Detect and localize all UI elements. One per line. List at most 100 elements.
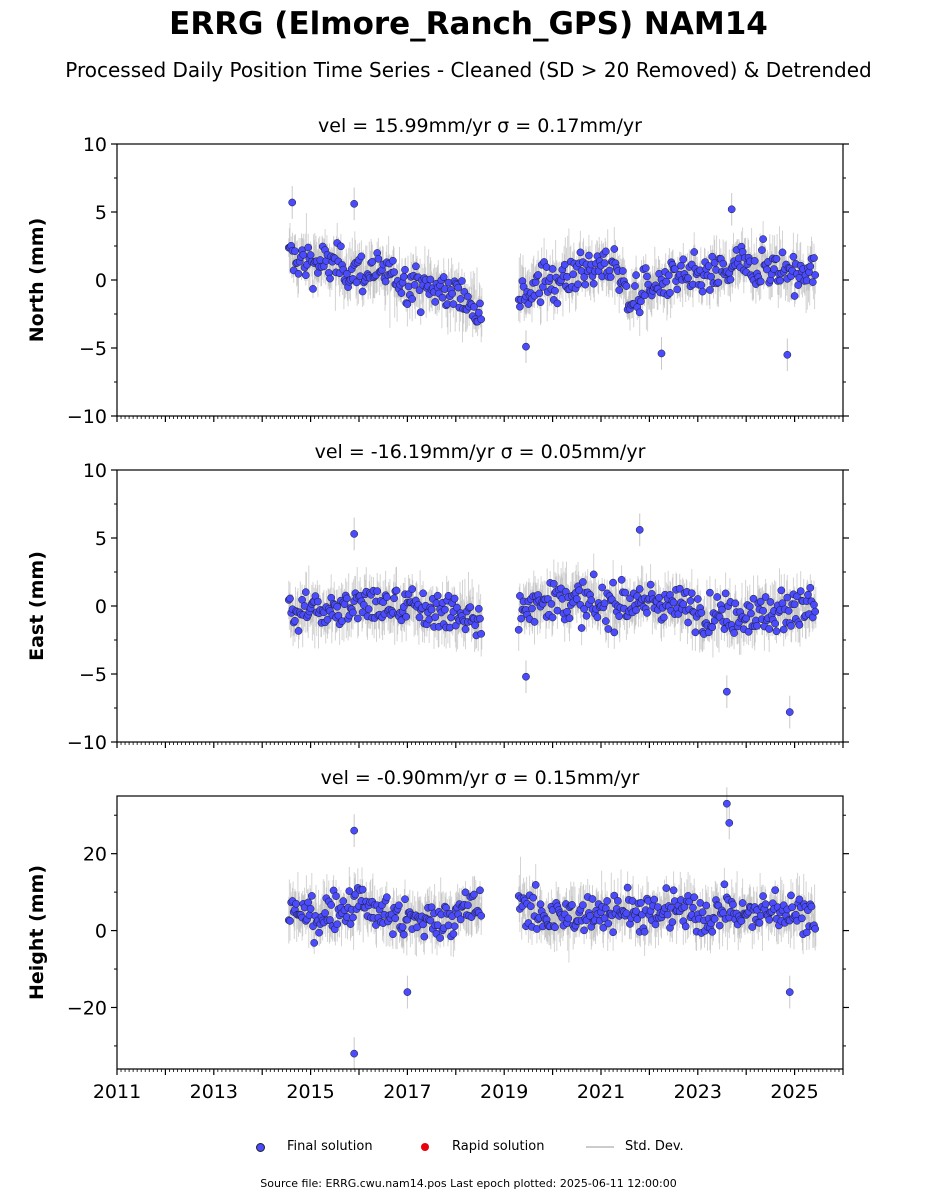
data-point: [722, 799, 731, 808]
data-point: [449, 300, 458, 308]
panel-title: vel = -0.90mm/yr σ = 0.15mm/yr: [321, 767, 640, 789]
data-point: [516, 592, 524, 600]
data-point: [350, 1049, 359, 1058]
data-point: [292, 899, 300, 908]
x-tick-label: 2019: [480, 1081, 528, 1103]
data-point: [698, 287, 707, 296]
y-tick-label: 5: [95, 202, 107, 224]
data-point: [787, 891, 795, 900]
data-point: [738, 899, 747, 907]
data-point: [326, 274, 334, 283]
data-point: [580, 605, 588, 613]
data-point: [765, 915, 774, 924]
data-point: [530, 618, 539, 626]
data-point: [349, 913, 357, 922]
panel-title: vel = -16.19mm/yr σ = 0.05mm/yr: [315, 441, 646, 463]
data-point: [614, 897, 622, 905]
data-point: [431, 613, 440, 622]
data-point: [759, 892, 767, 900]
data-point: [350, 826, 359, 835]
data-point: [632, 606, 640, 615]
data-point: [353, 614, 362, 623]
data-point: [730, 629, 738, 637]
data-point: [610, 628, 619, 637]
data-point: [609, 578, 617, 587]
legend-std-label: Std. Dev.: [625, 1139, 684, 1154]
data-point: [464, 901, 472, 910]
data-point: [410, 281, 419, 289]
data-point: [349, 608, 357, 617]
data-point: [350, 199, 359, 208]
data-point: [401, 265, 409, 274]
y-tick-label: 0: [95, 921, 107, 943]
data-point: [643, 609, 651, 617]
data-point: [531, 881, 540, 889]
final-solution-marker-icon: [256, 1143, 265, 1152]
data-point: [793, 592, 801, 601]
data-point: [332, 892, 340, 900]
data-point: [601, 247, 610, 256]
data-point: [783, 350, 792, 359]
y-tick-label: 10: [83, 134, 107, 156]
data-point: [536, 298, 545, 307]
data-point: [759, 235, 767, 243]
y-tick-label: −10: [67, 406, 107, 428]
data-point: [586, 912, 594, 920]
data-point: [547, 600, 556, 608]
data-point: [747, 609, 755, 618]
data-point: [618, 267, 627, 275]
data-point: [390, 268, 398, 276]
data-point: [646, 580, 655, 589]
chart-legend: Final solution Rapid solution Std. Dev.: [0, 1136, 937, 1158]
data-point: [637, 297, 645, 306]
data-point: [301, 588, 310, 596]
data-point: [687, 589, 696, 598]
chart-panel-2: vel = -16.19mm/yr σ = 0.05mm/yr East (mm)…: [26, 441, 849, 754]
data-point: [640, 927, 649, 936]
data-point: [458, 277, 466, 285]
data-point: [771, 619, 780, 628]
chart-panel-3: vel = -0.90mm/yr σ = 0.15mm/yr Height (mm…: [26, 767, 849, 1103]
data-point: [551, 286, 559, 295]
y-tick-label: −5: [79, 664, 107, 686]
data-point: [389, 256, 397, 265]
y-tick-label: 20: [83, 844, 107, 866]
data-point: [453, 603, 461, 612]
data-point: [643, 272, 651, 281]
data-point: [568, 901, 576, 909]
data-point: [725, 819, 734, 827]
data-point: [403, 300, 412, 308]
data-point: [722, 687, 731, 696]
data-point: [807, 902, 816, 911]
data-point: [635, 308, 644, 317]
data-point: [715, 921, 724, 930]
y-tick-label: −20: [67, 997, 107, 1019]
data-point: [600, 259, 609, 268]
data-point: [358, 287, 367, 296]
data-point: [399, 930, 408, 939]
data-point: [600, 914, 609, 923]
data-point: [450, 922, 459, 931]
data-point: [737, 917, 746, 925]
data-point: [381, 277, 390, 286]
data-point: [606, 273, 615, 281]
panel-title: vel = 15.99mm/yr σ = 0.17mm/yr: [318, 115, 642, 137]
data-point: [589, 570, 598, 579]
y-axis-label: Height (mm): [26, 865, 48, 1000]
data-point: [321, 909, 329, 917]
data-point: [315, 928, 323, 937]
data-point: [450, 594, 459, 603]
data-point: [785, 708, 794, 716]
data-point: [587, 596, 596, 605]
data-point: [390, 594, 398, 603]
data-point: [603, 897, 611, 905]
data-point: [579, 901, 587, 909]
data-point: [563, 607, 571, 616]
data-point: [408, 585, 417, 593]
y-tick-label: 0: [95, 270, 107, 292]
data-point: [604, 625, 613, 633]
data-point: [516, 302, 524, 311]
data-point: [702, 901, 711, 910]
data-point: [401, 895, 409, 904]
data-point: [714, 278, 723, 287]
